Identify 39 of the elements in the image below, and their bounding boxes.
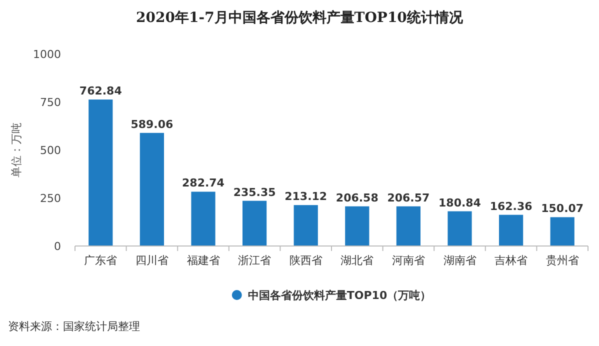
x-tick-label: 陕西省 — [289, 254, 322, 267]
data-label: 762.84 — [79, 84, 122, 98]
data-label: 162.36 — [490, 200, 533, 213]
data-label: 150.07 — [541, 202, 584, 216]
y-tick-label: 1000 — [33, 48, 61, 61]
x-tick-label: 福建省 — [186, 254, 220, 267]
data-label: 180.84 — [438, 196, 482, 210]
bar — [345, 206, 370, 246]
data-label: 206.57 — [387, 191, 430, 204]
legend-label: 中国各省份饮料产量TOP10（万吨） — [248, 289, 432, 302]
bar — [191, 192, 216, 246]
x-tick-label: 广东省 — [84, 254, 118, 267]
y-axis-title: 单位：万吨 — [10, 122, 23, 178]
chart-title: 2020年1-7月中国各省份饮料产量TOP10统计情况 — [136, 9, 464, 26]
bar — [498, 214, 524, 246]
text: 资料来源：国家统计局整理 — [8, 320, 140, 333]
x-tick-label: 浙江省 — [238, 254, 272, 267]
bar — [396, 206, 421, 246]
y-tick-label: 0 — [54, 240, 61, 253]
data-label: 235.35 — [233, 186, 276, 199]
data-label: 206.58 — [336, 191, 378, 204]
bar — [88, 100, 113, 246]
data-label: 282.74 — [182, 176, 225, 190]
y-tick-label: 500 — [40, 144, 61, 157]
bar — [242, 200, 267, 246]
bar — [550, 217, 574, 246]
bar — [448, 211, 472, 246]
x-tick-label: 贵州省 — [546, 254, 579, 267]
x-tick-label: 四川省 — [135, 254, 168, 267]
x-tick-label: 湖北省 — [340, 254, 374, 267]
x-tick-label: 吉林省 — [494, 254, 528, 267]
bar — [140, 132, 164, 246]
y-tick-label: 750 — [40, 96, 61, 109]
y-tick-label: 250 — [40, 192, 61, 205]
x-tick-label: 河南省 — [392, 254, 425, 267]
x-tick-label: 湖南省 — [443, 254, 476, 267]
data-label: 589.06 — [130, 118, 174, 131]
bar — [294, 205, 318, 246]
data-label: 213.12 — [284, 190, 328, 204]
